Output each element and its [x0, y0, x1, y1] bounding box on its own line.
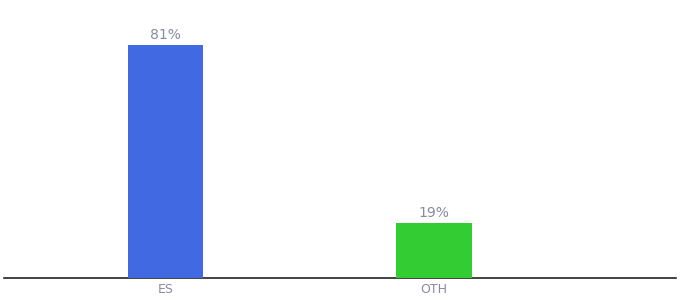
Text: 81%: 81%	[150, 28, 181, 42]
Bar	[396, 223, 472, 278]
Bar	[128, 44, 203, 278]
Text: 19%: 19%	[419, 206, 449, 220]
